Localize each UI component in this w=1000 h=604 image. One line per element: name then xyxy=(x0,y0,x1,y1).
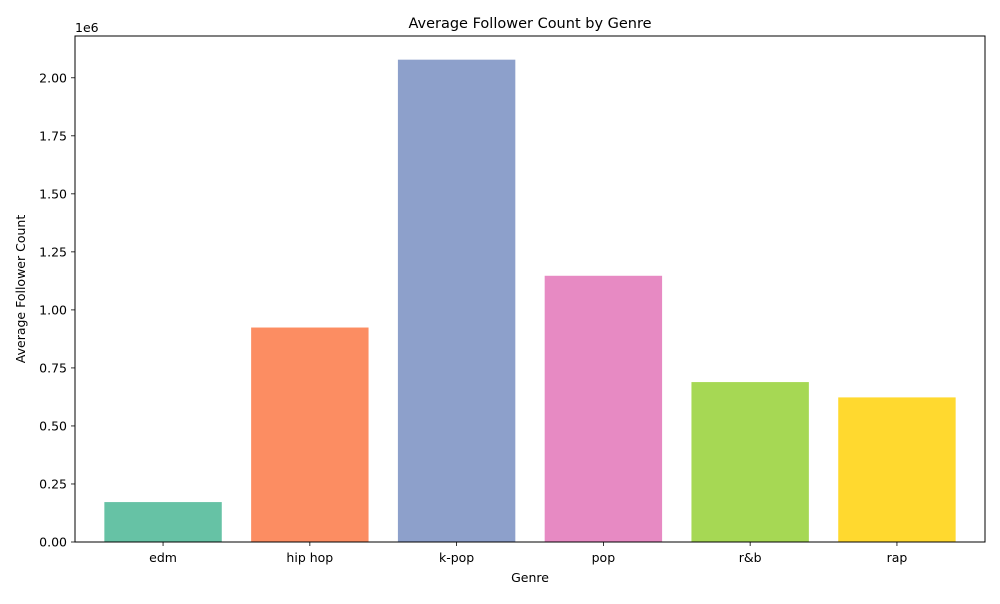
y-tick-label: 1.00 xyxy=(39,302,67,317)
bar-edm xyxy=(104,502,222,542)
x-axis-label: Genre xyxy=(511,570,549,585)
x-tick-label: k-pop xyxy=(439,550,474,565)
y-tick-label: 0.25 xyxy=(39,476,67,491)
x-tick-label: rap xyxy=(887,550,908,565)
x-tick-label: edm xyxy=(149,550,177,565)
y-tick-label: 0.75 xyxy=(39,360,67,375)
bar-k-pop xyxy=(397,59,516,543)
y-tick-label: 1.75 xyxy=(39,128,67,143)
x-axis: edm hip hop k-pop pop r&b rap xyxy=(149,542,907,565)
x-tick-label: hip hop xyxy=(286,550,333,565)
bars xyxy=(104,59,956,543)
bar-r-b xyxy=(691,382,809,542)
y-tick-label: 1.25 xyxy=(39,244,67,259)
x-tick-label: r&b xyxy=(739,550,762,565)
y-tick-label: 0.50 xyxy=(39,418,67,433)
chart-title: Average Follower Count by Genre xyxy=(408,16,651,32)
y-tick-label: 2.00 xyxy=(39,70,67,85)
y-axis: 0.00 0.25 0.50 0.75 1.00 1.25 1.50 1.75 2.00 xyxy=(39,70,75,550)
x-tick-label: pop xyxy=(592,550,616,565)
y-tick-label: 1.50 xyxy=(39,186,67,201)
y-tick-label: 0.00 xyxy=(39,535,67,550)
y-offset-label: 1e6 xyxy=(75,20,99,35)
bar-rap xyxy=(838,397,956,542)
bar-hip-hop xyxy=(251,327,369,542)
bar-pop xyxy=(544,275,663,542)
plot-frame xyxy=(74,35,986,543)
y-axis-label: Average Follower Count xyxy=(13,215,28,364)
